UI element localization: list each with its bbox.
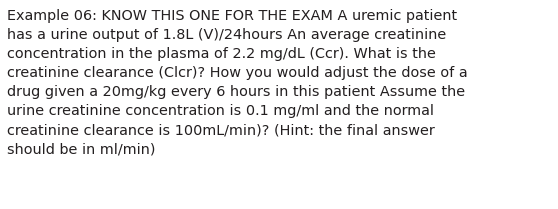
Text: Example 06: KNOW THIS ONE FOR THE EXAM A uremic patient
has a urine output of 1.: Example 06: KNOW THIS ONE FOR THE EXAM A… [7, 9, 468, 156]
